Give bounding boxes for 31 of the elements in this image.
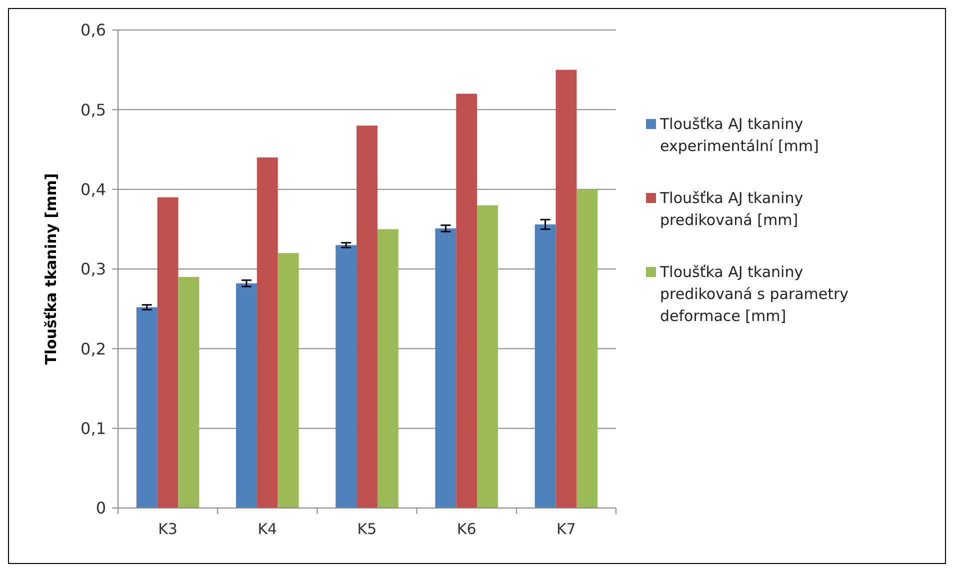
bar — [157, 197, 178, 508]
y-tick-label: 0 — [96, 498, 106, 518]
bar — [278, 253, 299, 508]
bar — [356, 126, 378, 508]
y-axis-title: Tloušťka tkaniny [mm] — [42, 173, 60, 365]
bar — [256, 157, 278, 508]
bar — [136, 307, 158, 508]
y-tick-label: 0,3 — [80, 260, 106, 279]
y-tick-label: 0,4 — [80, 180, 106, 199]
bar — [178, 276, 200, 508]
bar — [477, 205, 498, 508]
y-tick-label: 0,5 — [80, 100, 106, 120]
x-tick-label: K5 — [357, 520, 377, 538]
bar — [435, 228, 456, 508]
legend-label: Tloušťka AJ tkaniny experimentální [mm] — [659, 115, 819, 156]
bar — [556, 70, 577, 508]
bar — [576, 189, 598, 508]
y-tick-label: 0,6 — [80, 20, 106, 40]
x-tick-label: K7 — [556, 520, 576, 538]
legend-label: Tloušťka AJ tkaniny predikovaná s parametry deformace [mm] — [659, 263, 849, 326]
bar — [336, 245, 357, 508]
legend-label: Tloušťka AJ tkaniny predikovaná [mm] — [659, 189, 804, 230]
bar — [377, 229, 398, 508]
bar — [236, 283, 257, 508]
bar — [456, 94, 478, 508]
x-tick-label: K4 — [258, 520, 278, 538]
x-tick-label: K3 — [158, 520, 178, 538]
y-tick-label: 0,1 — [80, 418, 106, 438]
bar — [534, 224, 556, 508]
y-tick-label: 0,2 — [80, 339, 106, 358]
x-tick-label: K6 — [456, 520, 476, 538]
